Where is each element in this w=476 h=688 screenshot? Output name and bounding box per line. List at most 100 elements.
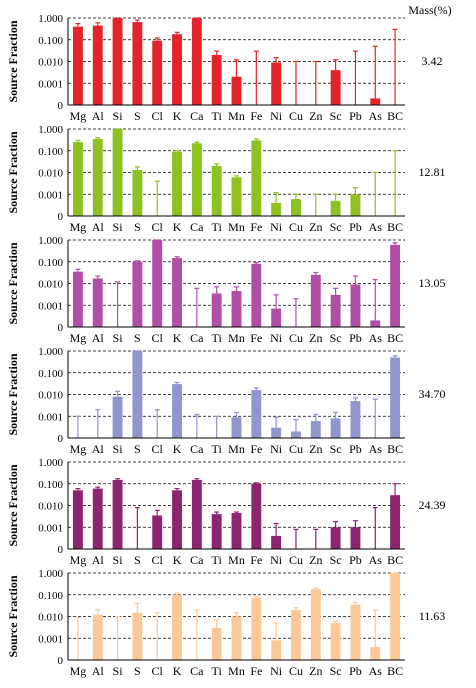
category-label: Pb — [349, 442, 362, 456]
category-label: As — [369, 442, 383, 456]
y-tick-label: 0.100 — [38, 590, 63, 602]
category-label: Cl — [152, 331, 164, 345]
y-tick-label: 0.010 — [38, 390, 63, 402]
y-tick-label: 1.000 — [38, 568, 63, 580]
category-label: Ti — [212, 331, 223, 345]
source-panel: 1.000 0.100 0.010 0.001 0 Source Fraction Mg Al… — [6, 568, 445, 678]
category-label: Si — [113, 109, 124, 123]
y-tick-label: 0.001 — [38, 411, 63, 423]
y-axis-label: Source Fraction — [6, 242, 20, 324]
bar — [271, 308, 282, 327]
y-tick-label: 0.010 — [38, 501, 63, 513]
category-label: BC — [387, 664, 403, 678]
category-label: BC — [387, 220, 403, 234]
category-label: Ti — [212, 442, 223, 456]
category-label: Mn — [228, 442, 245, 456]
category-label: Mg — [70, 553, 87, 567]
category-label: Ni — [270, 109, 283, 123]
bar — [271, 535, 282, 549]
bar — [172, 257, 182, 327]
category-label: Fe — [250, 109, 262, 123]
category-label: Cl — [152, 664, 164, 678]
category-label: S — [134, 220, 141, 234]
category-label: Ti — [212, 109, 223, 123]
mass-percent-header: Mass(%) — [408, 3, 451, 17]
y-axis-label: Source Fraction — [6, 464, 20, 546]
bar — [191, 143, 202, 216]
bar — [271, 427, 282, 438]
category-label: Zn — [309, 553, 322, 567]
y-tick-label: 0.010 — [38, 612, 63, 624]
bar — [112, 129, 123, 216]
bar — [191, 479, 202, 549]
bar — [330, 527, 341, 549]
category-label: Ca — [190, 664, 204, 678]
category-label: Pb — [349, 220, 362, 234]
category-label: As — [369, 109, 383, 123]
y-axis-label: Source Fraction — [6, 20, 20, 102]
bar — [251, 390, 262, 438]
source-panel: 1.000 0.100 0.010 0.001 0 Source Fraction Mg Al… — [6, 124, 446, 234]
category-label: BC — [387, 553, 403, 567]
y-axis-label: Source Fraction — [6, 353, 20, 435]
bar — [251, 483, 262, 549]
y-tick-label: 0.010 — [38, 279, 63, 291]
bar — [152, 40, 163, 105]
category-label: Mg — [70, 220, 87, 234]
bar — [231, 513, 242, 549]
category-label: Sc — [330, 553, 342, 567]
bar — [390, 244, 401, 327]
bar — [231, 76, 242, 105]
bar — [112, 479, 123, 549]
category-label: Al — [92, 331, 105, 345]
y-tick-label: 0.010 — [38, 57, 63, 69]
category-label: S — [134, 664, 141, 678]
category-label: BC — [387, 331, 403, 345]
category-label: Cu — [289, 442, 303, 456]
category-label: Al — [92, 442, 105, 456]
bar — [132, 351, 143, 438]
bar — [72, 271, 83, 327]
category-label: Ni — [270, 220, 283, 234]
bar — [152, 515, 163, 549]
category-label: Sc — [330, 664, 342, 678]
bar — [132, 170, 143, 216]
category-label: Mn — [228, 109, 245, 123]
category-label: K — [173, 664, 182, 678]
category-label: K — [173, 331, 182, 345]
category-label: Ni — [270, 442, 283, 456]
category-label: Ti — [212, 220, 223, 234]
category-label: Ca — [190, 109, 204, 123]
bar — [231, 616, 242, 660]
category-label: Cl — [152, 220, 164, 234]
bar — [390, 357, 401, 438]
category-label: Si — [113, 220, 124, 234]
bar — [370, 98, 381, 105]
bar — [152, 240, 163, 327]
bar — [330, 200, 341, 216]
y-tick-label: 0.001 — [38, 633, 63, 645]
category-label: Si — [113, 331, 124, 345]
bar — [231, 417, 242, 438]
bar — [132, 261, 143, 327]
y-axis-label: Source Fraction — [6, 131, 20, 213]
bar — [251, 140, 262, 216]
y-tick-label: 1.000 — [38, 457, 63, 469]
bar — [310, 421, 321, 438]
category-label: K — [173, 109, 182, 123]
bar — [92, 278, 103, 327]
category-label: Ca — [190, 442, 204, 456]
category-label: Mg — [70, 664, 87, 678]
category-label: Cu — [289, 331, 303, 345]
category-label: Sc — [330, 109, 342, 123]
bar — [330, 70, 341, 105]
mass-percent-value: 24.39 — [419, 498, 446, 512]
category-label: Mn — [228, 220, 245, 234]
category-label: Sc — [330, 442, 342, 456]
category-label: Cu — [289, 109, 303, 123]
category-label: Fe — [250, 664, 262, 678]
category-label: S — [134, 331, 141, 345]
y-tick-label: 0.010 — [38, 168, 63, 180]
category-label: S — [134, 553, 141, 567]
category-label: Ni — [270, 553, 283, 567]
